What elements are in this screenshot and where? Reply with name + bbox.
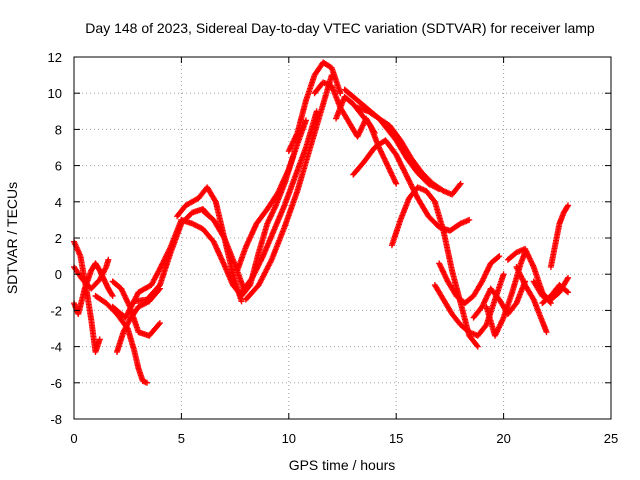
y-tick-label: -4 [50,340,62,355]
data-point [543,329,550,336]
x-tick-label: 10 [282,431,296,446]
data-point [565,202,572,209]
series-trace-24 [436,253,503,307]
series-trace-31 [547,202,572,270]
data-point [337,90,344,97]
series-trace-1 [71,238,103,356]
series-trace-21 [350,137,473,234]
series-trace-30 [539,282,572,307]
data-point [565,289,572,296]
series-trace-20 [354,104,464,198]
y-tick-label: 6 [55,159,62,174]
data-point [495,254,502,261]
data-point [473,342,480,349]
data-point [496,253,503,260]
x-tick-labels: 0 5 10 15 20 25 [70,431,618,446]
series-trace-9 [174,184,245,305]
series-trace-16 [285,59,344,155]
y-tick-label: 0 [55,267,62,282]
y-tick-label: -8 [50,412,62,427]
data-point [220,233,227,240]
series-trace-28 [513,263,550,336]
axis-ticks [73,56,612,420]
chart-title: Day 148 of 2023, Sidereal Day-to-day VTE… [85,20,595,36]
data-point [109,292,116,299]
data-point [393,180,400,187]
data-point [238,298,245,305]
x-tick-label: 0 [70,431,77,446]
data-point [563,288,570,295]
data-point [500,271,507,278]
y-tick-label: 10 [48,86,62,101]
data-point [105,256,112,263]
data-point [108,291,115,298]
x-tick-label: 25 [604,431,618,446]
x-tick-label: 5 [178,431,185,446]
data-point [564,203,571,210]
x-tick-label: 15 [389,431,403,446]
series-trace-3 [71,256,112,292]
data-point [144,379,151,386]
y-tick-labels: -8 -6 -4 -2 0 2 4 6 8 10 12 [48,50,62,427]
series-trace-11 [199,207,247,292]
data-point [456,181,463,188]
series-trace-13 [234,117,309,274]
data-point [155,321,162,328]
data-points [71,59,572,386]
y-tick-label: -6 [50,376,62,391]
y-tick-label: 8 [55,122,62,137]
data-point [565,274,572,281]
data-point [156,320,163,327]
y-tick-label: 4 [55,195,62,210]
data-point [302,117,309,124]
data-point [457,180,464,187]
x-tick-label: 20 [496,431,510,446]
data-point [474,343,481,350]
y-tick-label: -2 [50,303,62,318]
x-axis-title: GPS time / hours [289,457,396,473]
data-point [211,197,218,204]
y-tick-label: 2 [55,231,62,246]
y-tick-label: 12 [48,50,62,65]
series-trace-22 [388,184,481,350]
data-point [96,336,103,343]
series-trace-14 [238,108,320,296]
y-axis-title: SDTVAR / TECUs [4,182,20,294]
data-point [564,276,571,283]
data-point [466,216,473,223]
